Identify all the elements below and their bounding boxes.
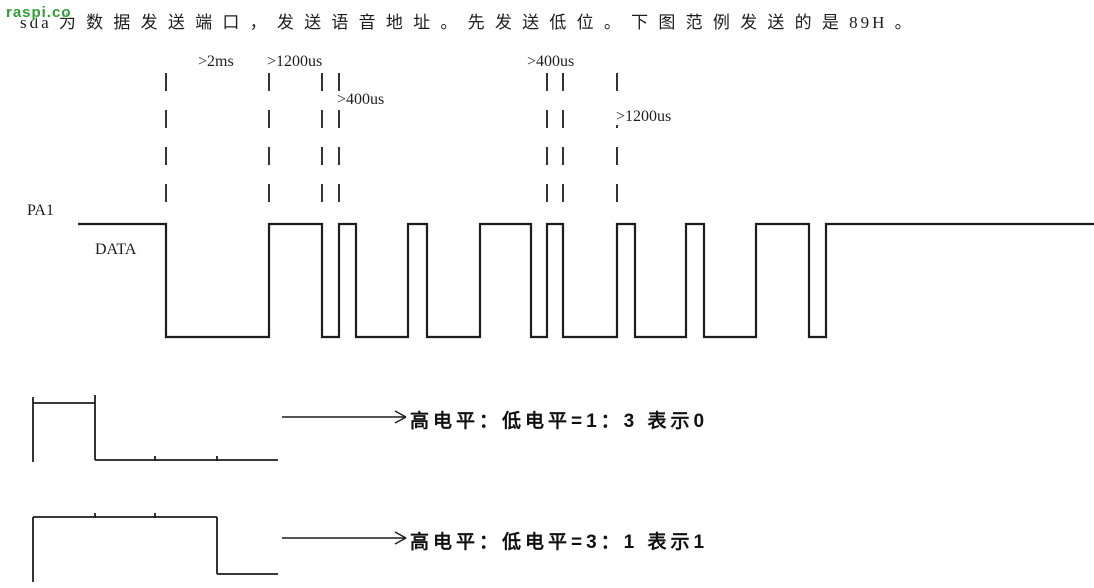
arrow-head-bit1 xyxy=(394,537,407,545)
signal-label-data: DATA xyxy=(95,241,137,258)
timing-label-400us-left: >400us xyxy=(336,91,386,108)
timing-label-1200us-right: >1200us xyxy=(615,108,673,125)
arrow-head-bit0 xyxy=(394,410,407,418)
arrow-head-bit0 xyxy=(394,416,407,424)
data-waveform xyxy=(78,222,1094,339)
timing-label-1200us-left: >1200us xyxy=(266,53,324,70)
arrow-head-bit1 xyxy=(394,531,407,539)
caption-text: sda 为 数 据 发 送 端 口 ， 发 送 语 音 地 址 。 先 发 送 … xyxy=(20,13,915,32)
timing-label-2ms: >2ms xyxy=(197,53,235,70)
timing-label-400us-right: >400us xyxy=(526,53,576,70)
legend-text-bit0: 高电平：低电平=1：3 表示0 xyxy=(410,411,709,432)
legend-text-bit1: 高电平：低电平=3：1 表示1 xyxy=(410,532,709,553)
signal-label-pa1: PA1 xyxy=(27,202,54,219)
watermark-text: raspi.co xyxy=(6,4,72,21)
